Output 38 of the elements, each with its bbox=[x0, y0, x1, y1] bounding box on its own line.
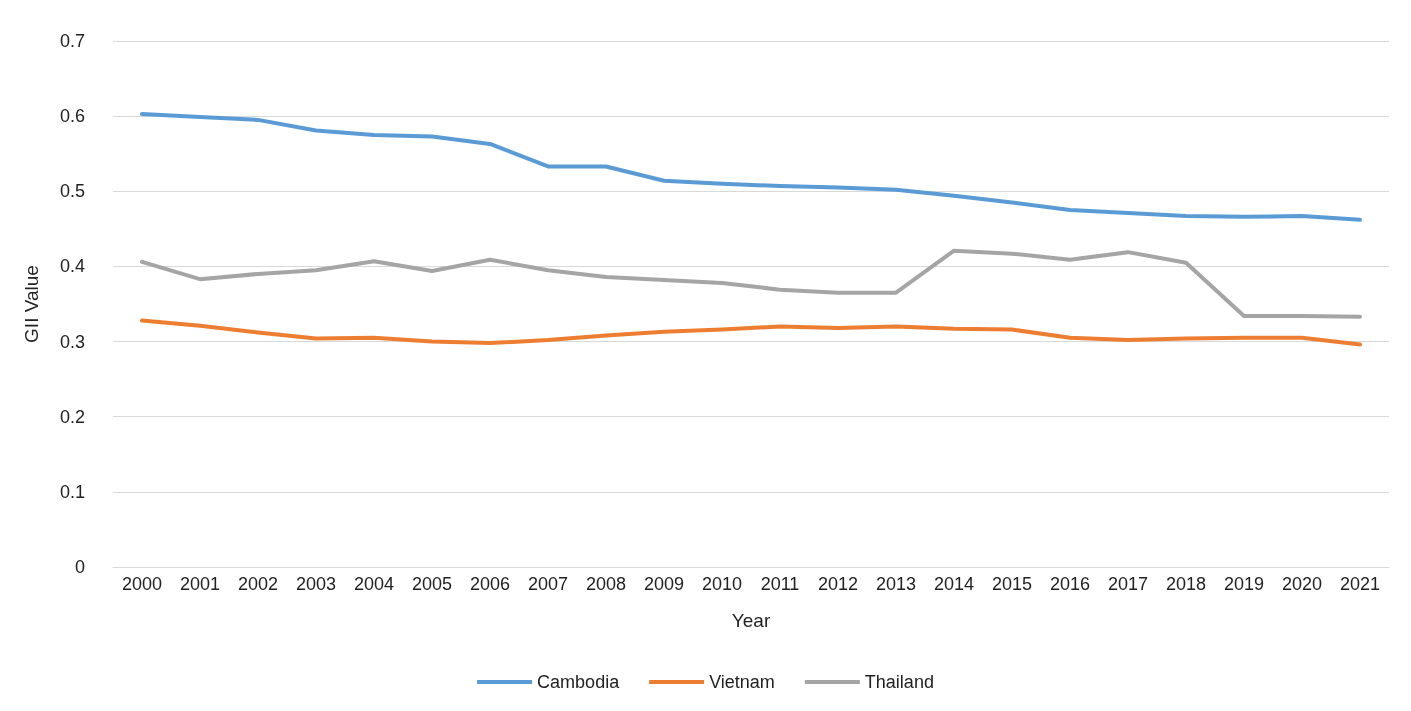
y-axis-title: GII Value bbox=[21, 265, 42, 343]
x-tick-label: 2006 bbox=[469, 574, 511, 594]
x-tick-label: 2011 bbox=[760, 574, 800, 594]
y-tick-label: 0 bbox=[74, 557, 85, 577]
x-tick-label: 2003 bbox=[295, 574, 337, 594]
x-tick-label: 2017 bbox=[1107, 574, 1149, 594]
y-tick-label: 0.2 bbox=[59, 406, 85, 427]
y-tick-label: 0.7 bbox=[59, 31, 85, 51]
x-tick-label: 2013 bbox=[875, 574, 917, 594]
x-tick-label: 2016 bbox=[1049, 574, 1091, 594]
x-tick-label: 2018 bbox=[1165, 574, 1207, 594]
y-tick-label: 0.3 bbox=[59, 331, 85, 352]
x-tick-label: 2001 bbox=[179, 574, 221, 594]
x-tick-label: 2015 bbox=[991, 574, 1033, 594]
legend-label: Vietnam bbox=[709, 672, 775, 692]
legend-label: Cambodia bbox=[537, 672, 621, 692]
x-tick-label: 2008 bbox=[585, 574, 627, 594]
x-tick-label: 2019 bbox=[1223, 574, 1265, 594]
x-tick-label: 2005 bbox=[411, 574, 453, 594]
line-series bbox=[140, 111, 1362, 222]
y-tick-label: 0.5 bbox=[59, 181, 85, 202]
x-tick-label: 2021 bbox=[1339, 574, 1381, 594]
y-tick-label: 0.4 bbox=[59, 256, 85, 277]
x-tick-label: 2012 bbox=[817, 574, 859, 594]
x-tick-label: 2020 bbox=[1281, 574, 1323, 594]
x-tick-label: 2010 bbox=[701, 574, 743, 594]
y-tick-label: 0.6 bbox=[59, 106, 85, 127]
legend-label: Thailand bbox=[864, 672, 934, 692]
line-series bbox=[140, 318, 1362, 347]
y-tick-label: 0.1 bbox=[59, 481, 85, 502]
x-tick-label: 2002 bbox=[237, 574, 279, 594]
x-tick-label: 2004 bbox=[353, 574, 395, 594]
line-series bbox=[140, 248, 1362, 319]
x-tick-label: 2000 bbox=[121, 574, 163, 594]
x-tick-label: 2009 bbox=[643, 574, 685, 594]
x-tick-label: 2014 bbox=[933, 574, 975, 594]
x-tick-label: 2007 bbox=[527, 574, 569, 594]
x-axis-title: Year bbox=[731, 610, 771, 631]
